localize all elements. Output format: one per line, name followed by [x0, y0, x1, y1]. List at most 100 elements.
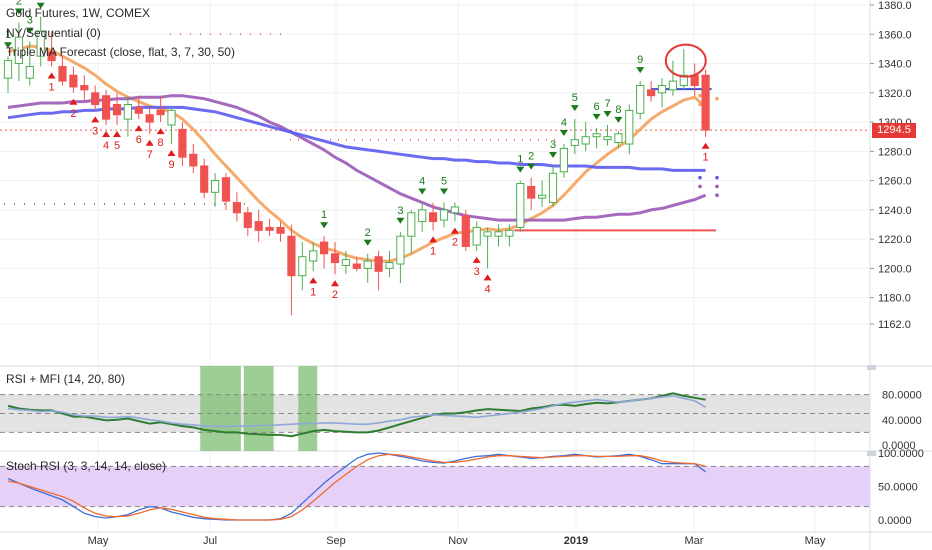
stoch-tick-label: 0.0000	[878, 515, 912, 527]
stoch-rsi-legend[interactable]: Stoch RSI (3, 3, 14, 14, close)	[6, 459, 167, 473]
td-sell-setup-arrow	[331, 280, 339, 287]
candle-body[interactable]	[614, 133, 623, 144]
td-buy-setup-arrow	[4, 42, 12, 49]
candle-body[interactable]	[494, 231, 503, 237]
candle-body[interactable]	[221, 177, 231, 202]
candle-body[interactable]	[254, 221, 263, 231]
candle-body[interactable]	[341, 259, 350, 266]
rsi-tick-label: 40.0000	[882, 415, 922, 427]
td-sell-setup-arrow	[309, 277, 318, 284]
candle-body[interactable]	[47, 51, 56, 62]
candle-body[interactable]	[636, 84, 645, 114]
candle-body[interactable]	[69, 74, 78, 88]
candle-body[interactable]	[189, 153, 198, 167]
candle-body[interactable]	[200, 165, 209, 193]
candle-body[interactable]	[112, 104, 122, 116]
candle-body[interactable]	[145, 114, 154, 123]
td-sell-setup-arrow	[450, 227, 459, 234]
candle-body[interactable]	[352, 263, 361, 269]
candle-body[interactable]	[592, 133, 601, 138]
td-buy-setup-arrow	[36, 2, 45, 9]
candle-body[interactable]	[559, 147, 568, 173]
candle-body[interactable]	[330, 253, 340, 264]
td-buy-setup-count: 3	[397, 205, 403, 217]
candle-body[interactable]	[385, 262, 394, 269]
candle-body[interactable]	[265, 226, 274, 231]
rsi-mfi-pane[interactable]	[7, 392, 707, 438]
candle-body[interactable]	[679, 74, 688, 86]
candle-body[interactable]	[603, 136, 612, 141]
candle-body[interactable]	[243, 212, 252, 228]
rsi-mfi-legend[interactable]: RSI + MFI (14, 20, 80)	[6, 372, 126, 386]
pane-resize-handle[interactable]	[867, 451, 876, 456]
td-buy-setup-count: 4	[561, 117, 567, 129]
candle-body[interactable]	[439, 209, 449, 221]
td-sell-setup-count: 1	[430, 245, 436, 257]
candle-body[interactable]	[167, 109, 176, 126]
stoch-rsi-pane[interactable]	[7, 452, 706, 521]
candle-body[interactable]	[570, 139, 579, 146]
candle-body[interactable]	[418, 209, 427, 223]
candle-body[interactable]	[472, 226, 481, 246]
candle-body[interactable]	[483, 231, 492, 237]
td-sell-setup-arrow	[69, 98, 78, 105]
candle-body[interactable]	[156, 109, 165, 116]
candle-body[interactable]	[276, 226, 285, 234]
candle-body[interactable]	[178, 128, 187, 158]
candle-body[interactable]	[3, 60, 13, 79]
time-tick-label: Sep	[326, 535, 346, 547]
candle-body[interactable]	[298, 256, 307, 277]
ma-mid-line	[7, 94, 707, 222]
candle-body[interactable]	[505, 229, 514, 237]
candle-body[interactable]	[134, 106, 143, 114]
candle-body[interactable]	[14, 36, 23, 65]
price-pane[interactable]: 1234123451234567891234567891212341	[0, 0, 870, 316]
td-buy-setup-arrow	[320, 222, 329, 229]
candle-body[interactable]	[429, 212, 438, 223]
candle-body[interactable]	[450, 206, 459, 214]
candle-body[interactable]	[581, 136, 590, 145]
td-sell-setup-count: 1	[310, 286, 316, 298]
candle-body[interactable]	[407, 212, 416, 237]
price-tick-label: 1380.0	[878, 0, 912, 12]
candle-body[interactable]	[657, 84, 667, 94]
time-scale[interactable]: May Jul Sep Nov 2019 Mar May	[88, 535, 826, 547]
price-scale[interactable]: 1380.01360.01340.01320.01300.01280.01260…	[870, 0, 924, 527]
candle-body[interactable]	[102, 95, 111, 120]
td-sequential-legend[interactable]: NY/Sequential (0)	[6, 26, 101, 40]
candle-body[interactable]	[36, 30, 45, 57]
td-buy-setup-count: 2	[365, 227, 371, 239]
candle-body[interactable]	[287, 235, 296, 277]
rsi-highlight-zone	[243, 366, 274, 451]
candle-body[interactable]	[363, 260, 372, 269]
last-price-badge: 1294.5	[872, 123, 916, 138]
candle-body[interactable]	[625, 109, 634, 145]
candle-body[interactable]	[309, 250, 318, 262]
pane-resize-handle[interactable]	[867, 365, 876, 370]
symbol-legend[interactable]: Gold Futures, 1W, COMEX	[6, 6, 151, 20]
price-tick-label: 1200.0	[878, 263, 912, 275]
candle-body[interactable]	[25, 65, 34, 79]
td-buy-setup-arrow	[14, 8, 23, 15]
candle-body[interactable]	[232, 202, 242, 214]
candle-body[interactable]	[538, 194, 547, 199]
candle-body[interactable]	[91, 92, 100, 106]
candle-body[interactable]	[527, 185, 536, 199]
candle-body[interactable]	[548, 172, 558, 204]
candle-body[interactable]	[396, 235, 405, 265]
candle-body[interactable]	[123, 104, 133, 120]
candle-body[interactable]	[701, 74, 710, 131]
candle-body[interactable]	[461, 215, 470, 247]
candle-body[interactable]	[320, 241, 329, 255]
candle-body[interactable]	[80, 84, 89, 91]
candle-body[interactable]	[516, 183, 525, 228]
candle-body[interactable]	[58, 65, 67, 82]
candle-body[interactable]	[668, 80, 677, 91]
candle-body[interactable]	[211, 180, 220, 193]
td-sell-setup-arrow	[167, 150, 176, 157]
candle-body[interactable]	[374, 256, 383, 272]
candle-body[interactable]	[647, 89, 656, 97]
price-tick-label: 1280.0	[878, 146, 912, 158]
triple-ma-legend[interactable]: Triple MA Forecast (close, flat, 3, 7, 3…	[6, 45, 235, 59]
